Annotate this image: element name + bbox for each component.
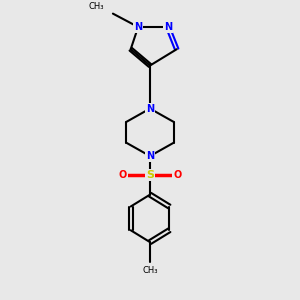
Text: N: N (146, 151, 154, 161)
Text: S: S (146, 170, 154, 180)
Text: O: O (173, 170, 182, 180)
Text: O: O (118, 170, 127, 180)
Text: N: N (146, 103, 154, 114)
Text: N: N (134, 22, 142, 32)
Text: N: N (164, 22, 172, 32)
Text: CH₃: CH₃ (142, 266, 158, 275)
Text: CH₃: CH₃ (88, 2, 104, 10)
